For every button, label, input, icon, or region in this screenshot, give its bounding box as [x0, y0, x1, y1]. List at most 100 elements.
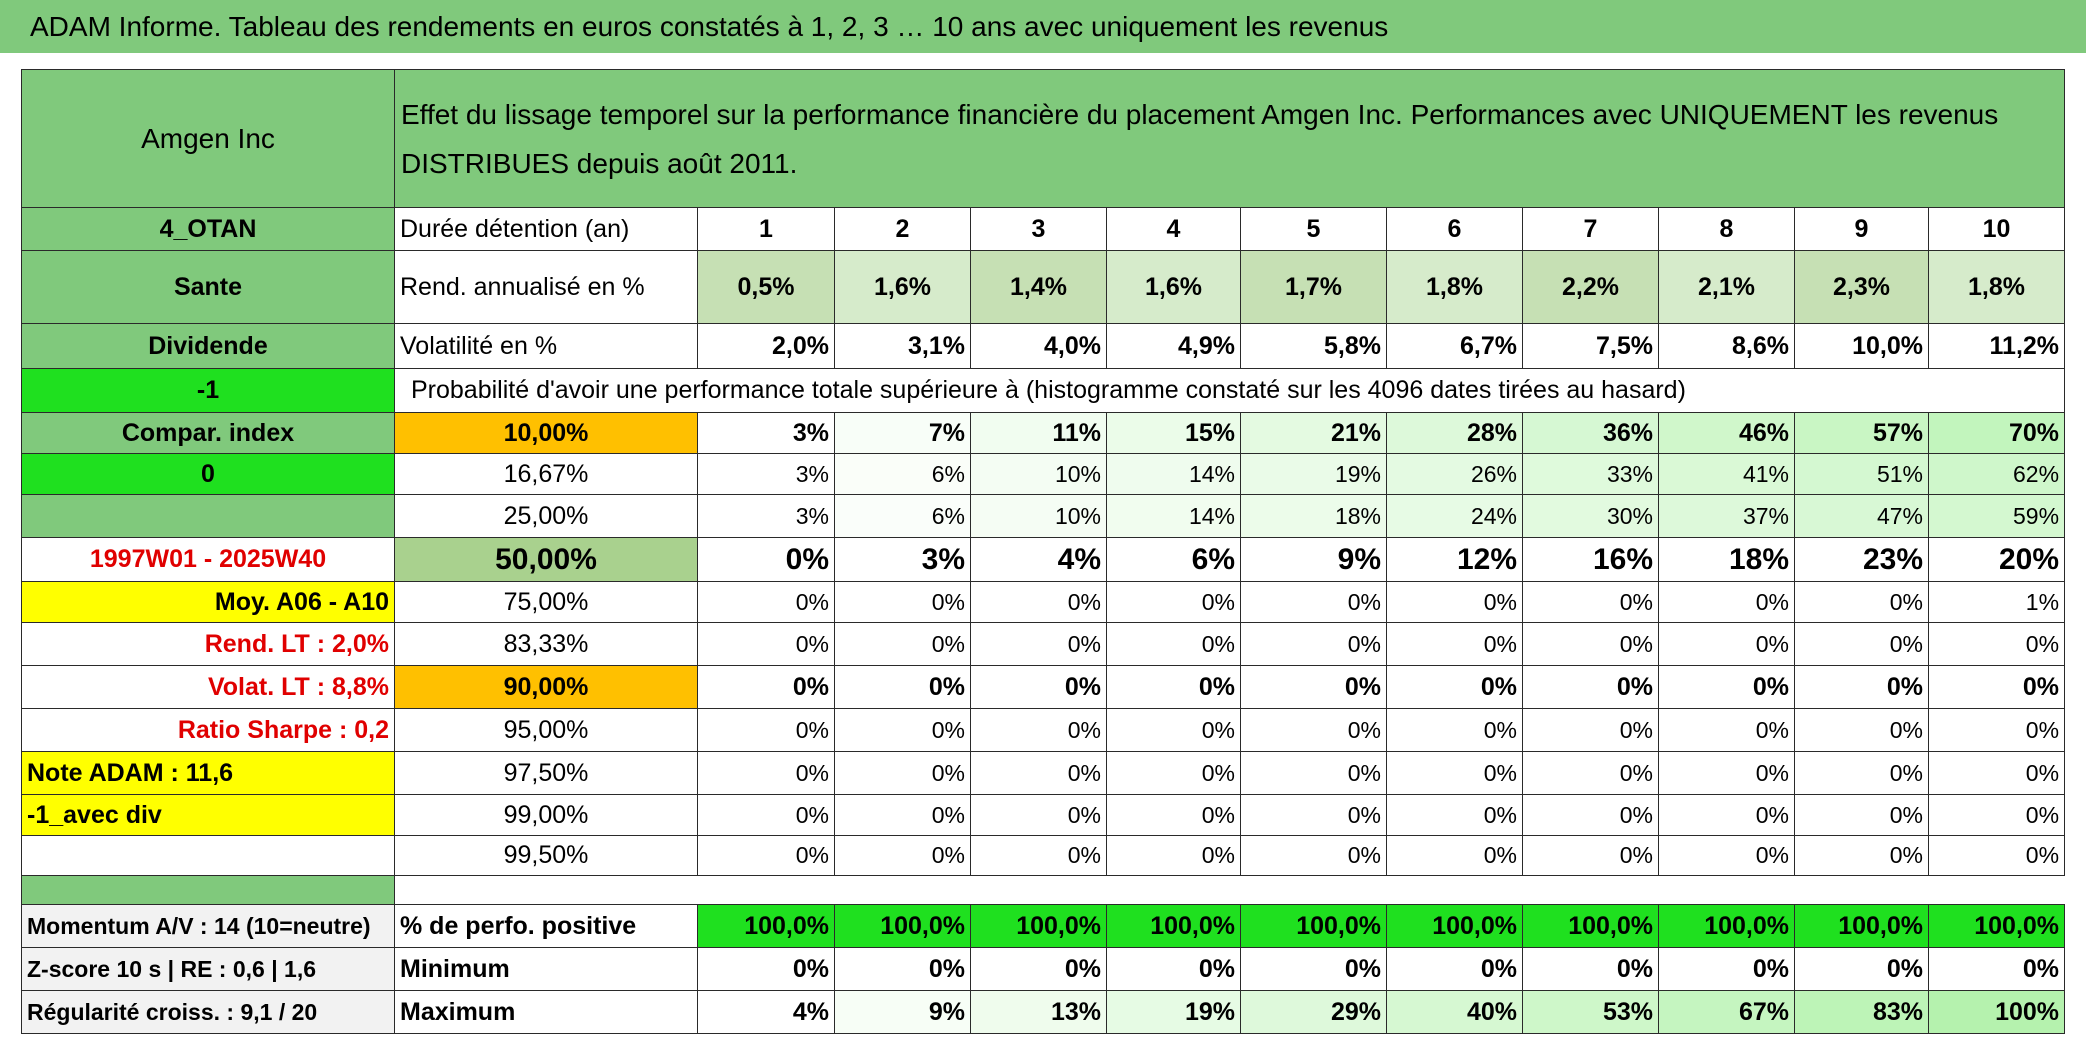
value-cell: 19%: [1240, 453, 1387, 495]
row-label: 10,00%: [394, 412, 698, 454]
summary-row: Régularité croiss. : 9,1 / 20 Maximum 4% 9%…: [21, 990, 2066, 1034]
value-cell: 3%: [834, 537, 971, 582]
description: Effet du lissage temporel sur la perform…: [393, 69, 2066, 208]
value-cell: 14%: [1106, 453, 1241, 495]
column-header: 7: [1522, 207, 1659, 251]
table-body: Amgen Inc Effet du lissage temporel sur l…: [21, 69, 2066, 1034]
side-label: Dividende: [21, 323, 395, 369]
value-cell: 0%: [970, 835, 1107, 876]
value-cell: 0%: [970, 708, 1107, 752]
table-row: 4_OTAN Durée détention (an) 1 2 3 4 5 6 7 8 9 10: [21, 207, 2066, 251]
value-cell: 0%: [1522, 622, 1659, 666]
value-cell: 28%: [1386, 412, 1523, 454]
value-cell: 0%: [697, 581, 835, 623]
value-cell: 0%: [1240, 751, 1387, 795]
performance-table: Amgen Inc Effet du lissage temporel sur l…: [21, 69, 2066, 1034]
value-cell: 0%: [1386, 665, 1523, 709]
value-cell: 0%: [970, 581, 1107, 623]
value-cell: 1,7%: [1240, 250, 1387, 324]
value-cell: 2,0%: [697, 323, 835, 369]
value-cell: 100,0%: [697, 904, 835, 948]
value-cell: 0%: [1386, 708, 1523, 752]
value-cell: 3%: [697, 494, 835, 538]
value-cell: 1,6%: [834, 250, 971, 324]
value-cell: 100,0%: [1794, 904, 1929, 948]
value-cell: 0%: [834, 794, 971, 836]
row-label: 50,00%: [394, 537, 698, 582]
side-label: 4_OTAN: [21, 207, 395, 251]
value-cell: 8,6%: [1658, 323, 1795, 369]
value-cell: 6%: [834, 494, 971, 538]
value-cell: 0%: [970, 794, 1107, 836]
table-row: -1 Probabilité d'avoir une performance to…: [21, 368, 2066, 413]
table-row: Rend. LT : 2,0% 83,33% 0% 0% 0% 0% 0% 0% 0% 0% 0% 0…: [21, 622, 2066, 666]
value-cell: 47%: [1794, 494, 1929, 538]
value-cell: 0%: [1794, 622, 1929, 666]
value-cell: 67%: [1658, 990, 1795, 1034]
value-cell: 6%: [1106, 537, 1241, 582]
value-cell: 0%: [1658, 622, 1795, 666]
value-cell: 0%: [970, 665, 1107, 709]
row-label: 99,00%: [394, 794, 698, 836]
row-label: 90,00%: [394, 665, 698, 709]
value-cell: 0%: [1386, 751, 1523, 795]
spacer-cell: [394, 875, 2065, 905]
table-row: 1997W01 - 2025W40 50,00% 0% 3% 4% 6% 9% 12% 16% 1…: [21, 537, 2066, 582]
value-cell: 0%: [1522, 835, 1659, 876]
value-cell: 0%: [1240, 665, 1387, 709]
value-cell: 0%: [1106, 708, 1241, 752]
value-cell: 100%: [1927, 990, 2066, 1034]
column-header: 3: [970, 207, 1107, 251]
value-cell: 0%: [1106, 751, 1241, 795]
value-cell: 18%: [1240, 494, 1387, 538]
value-cell: 1,8%: [1386, 250, 1523, 324]
value-cell: 2,3%: [1794, 250, 1929, 324]
column-header: 2: [834, 207, 971, 251]
indicator-label: Z-score 10 s | RE : 0,6 | 1,6: [21, 947, 395, 991]
row-label: 97,50%: [394, 751, 698, 795]
value-cell: 3%: [697, 412, 835, 454]
value-cell: 0%: [834, 947, 971, 991]
row-label: 83,33%: [394, 622, 698, 666]
value-cell: 33%: [1522, 453, 1659, 495]
value-cell: 0%: [1794, 835, 1929, 876]
value-cell: 1,8%: [1927, 250, 2066, 324]
value-cell: 0%: [697, 947, 835, 991]
header-row: Amgen Inc Effet du lissage temporel sur l…: [21, 69, 2066, 208]
value-cell: 0%: [834, 581, 971, 623]
side-label: Ratio Sharpe : 0,2: [21, 708, 395, 752]
row-label: Volatilité en %: [394, 323, 698, 369]
value-cell: 7%: [834, 412, 971, 454]
value-cell: 100,0%: [1386, 904, 1523, 948]
value-cell: 0%: [834, 622, 971, 666]
row-label: Durée détention (an): [394, 207, 698, 251]
value-cell: 0%: [697, 708, 835, 752]
value-cell: 30%: [1522, 494, 1659, 538]
row-label: Maximum: [394, 990, 698, 1034]
side-label: -1: [21, 368, 395, 413]
value-cell: 10%: [970, 453, 1107, 495]
value-cell: 0%: [1386, 835, 1523, 876]
value-cell: 0%: [834, 751, 971, 795]
value-cell: 100,0%: [1106, 904, 1241, 948]
summary-row: Z-score 10 s | RE : 0,6 | 1,6 Minimum 0% 0%…: [21, 947, 2066, 991]
side-label: [21, 494, 395, 538]
side-label: Compar. index: [21, 412, 395, 454]
value-cell: 23%: [1794, 537, 1929, 582]
value-cell: 51%: [1794, 453, 1929, 495]
value-cell: 0%: [1240, 794, 1387, 836]
table-row: Ratio Sharpe : 0,2 95,00% 0% 0% 0% 0% 0% 0% 0% 0%…: [21, 708, 2066, 752]
value-cell: 11%: [970, 412, 1107, 454]
value-cell: 62%: [1927, 453, 2066, 495]
value-cell: 29%: [1240, 990, 1387, 1034]
table-row: 99,50% 0% 0% 0% 0% 0% 0% 0% 0% 0% 0%: [21, 835, 2066, 876]
value-cell: 57%: [1794, 412, 1929, 454]
value-cell: 0%: [1522, 947, 1659, 991]
value-cell: 0%: [1927, 794, 2066, 836]
row-label: Minimum: [394, 947, 698, 991]
value-cell: 0%: [1522, 708, 1659, 752]
value-cell: 24%: [1386, 494, 1523, 538]
value-cell: 0%: [1240, 622, 1387, 666]
value-cell: 16%: [1522, 537, 1659, 582]
value-cell: 3%: [697, 453, 835, 495]
